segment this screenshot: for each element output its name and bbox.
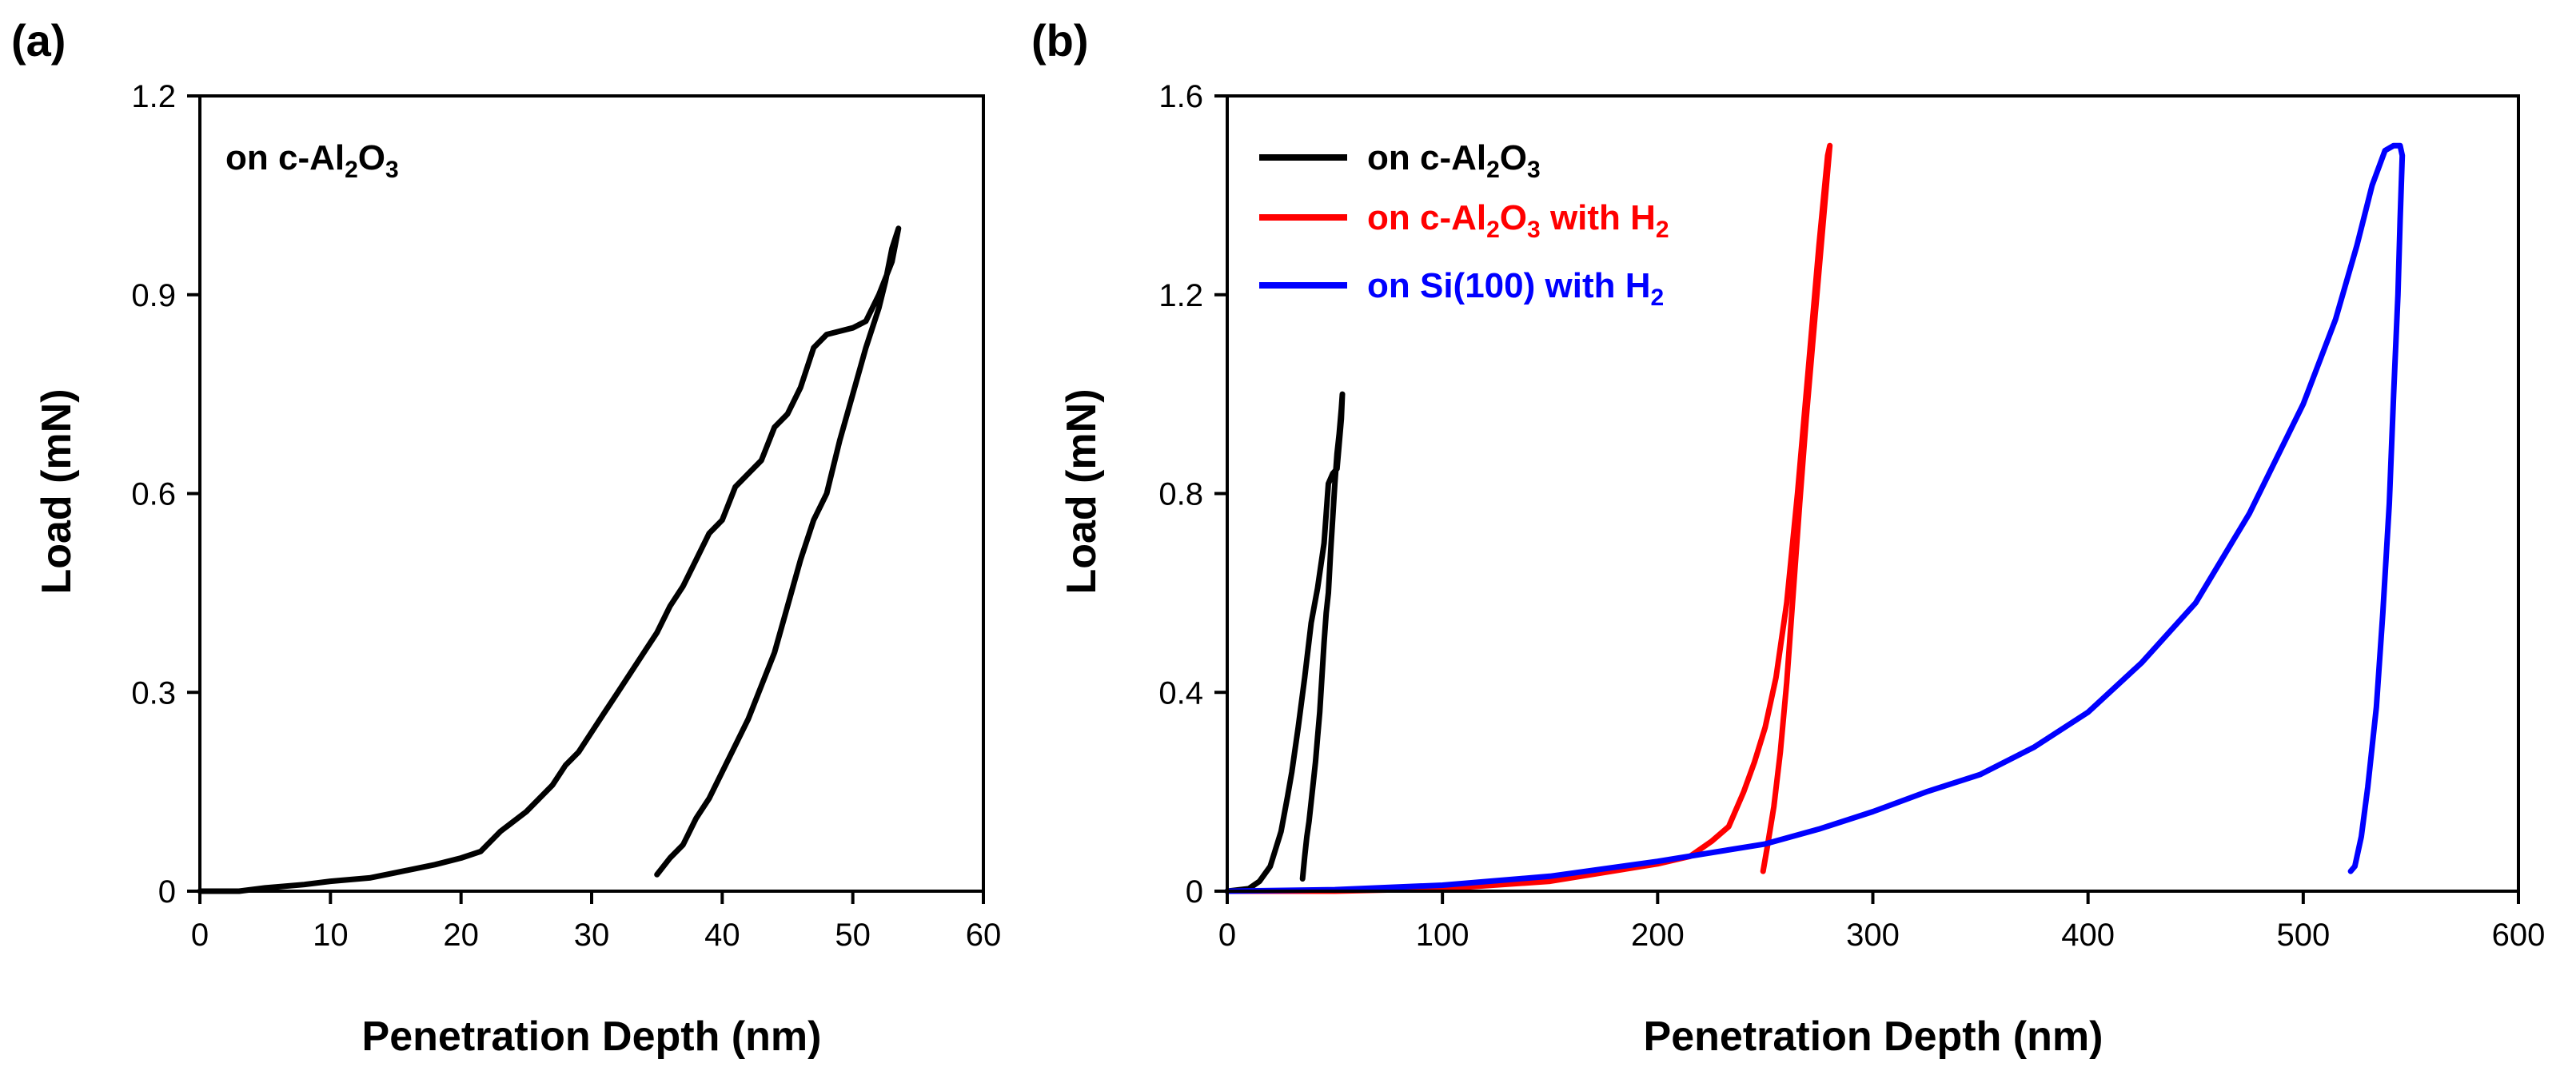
panel-b-label: (b)	[1031, 15, 1089, 66]
panel-b-legend: on c-Al2O3 on c-Al2O3 with H2 on Si(100)…	[1259, 138, 1669, 311]
panel-b-axes: 0 100 200 300 400 500 600 0 0.4 0.8 1.2 1.6	[1158, 79, 2545, 953]
panel-b: (b) 0 100 200 300 400 500 600 0 0.4 0.8 1.2 1.6 on …	[1031, 15, 2545, 1060]
panel-a-ytick-label-3: 0.9	[131, 278, 176, 313]
panel-a: (a) 0 10 20 30 40 50 60 0 0.3 0.6 0.9 1.2 on c-Al2O…	[11, 15, 1001, 1060]
panel-b-series-1	[1224, 142, 1833, 894]
panel-a-series-0	[197, 225, 902, 894]
panel-b-series-0	[1224, 391, 1346, 894]
panel-a-xtick-label-4: 40	[704, 918, 740, 953]
panel-a-xtick-label-2: 20	[443, 918, 479, 953]
panel-b-ytick-label-2: 0.8	[1158, 477, 1203, 512]
panel-b-series-2	[1224, 142, 2406, 894]
panel-b-xtick-label-1: 100	[1416, 918, 1469, 953]
panel-a-xtick-label-3: 30	[574, 918, 610, 953]
panel-a-annotation-sub1: 2	[345, 157, 358, 183]
panel-a-xtick-label-0: 0	[191, 918, 209, 953]
panel-a-label: (a)	[11, 15, 66, 66]
legend-label-1: on c-Al2O3 with H2	[1367, 198, 1669, 243]
panel-a-ytick-label-0: 0	[158, 874, 176, 910]
panel-a-xlabel: Penetration Depth (nm)	[362, 1013, 822, 1060]
panel-b-xtick-label-5: 500	[2276, 918, 2330, 953]
panel-a-annotation-main: on c-Al	[225, 138, 345, 177]
panel-a-xtick-label-6: 60	[966, 918, 1002, 953]
panel-a-ytick-label-2: 0.6	[131, 477, 176, 512]
panel-b-xtick-label-2: 200	[1631, 918, 1685, 953]
panel-a-ylabel: Load (mN)	[34, 388, 80, 594]
panel-a-annotation: on c-Al2O3	[225, 138, 399, 183]
panel-a-ytick-label-4: 1.2	[131, 79, 176, 114]
panel-a-plot-area	[197, 225, 902, 894]
legend-label-2: on Si(100) with H2	[1367, 266, 1664, 311]
panel-b-xtick-label-6: 600	[2492, 918, 2546, 953]
panel-a-xtick-label-1: 10	[313, 918, 349, 953]
panel-a-axes: 0 10 20 30 40 50 60 0 0.3 0.6 0.9 1.2	[131, 79, 1001, 953]
panel-b-xtick-label-3: 300	[1846, 918, 1900, 953]
panel-b-ytick-label-1: 0.4	[1158, 675, 1203, 711]
panel-a-axis-frame	[198, 94, 985, 893]
panel-b-xtick-label-4: 400	[2061, 918, 2115, 953]
panel-a-xtick-label-5: 50	[835, 918, 871, 953]
panel-a-annotation-mid: O	[358, 138, 385, 177]
legend-label-0: on c-Al2O3	[1367, 138, 1541, 183]
panel-b-ylabel: Load (mN)	[1059, 388, 1105, 594]
panel-a-ytick-label-1: 0.3	[131, 675, 176, 711]
panel-b-xlabel: Penetration Depth (nm)	[1644, 1013, 2103, 1060]
panel-b-ytick-label-0: 0	[1186, 874, 1203, 910]
panel-b-ytick-label-4: 1.6	[1158, 79, 1203, 114]
panel-b-ytick-label-3: 1.2	[1158, 278, 1203, 313]
panel-b-plot-area	[1224, 142, 2406, 894]
panel-a-annotation-sub2: 3	[385, 157, 399, 183]
panel-b-xtick-label-0: 0	[1218, 918, 1236, 953]
